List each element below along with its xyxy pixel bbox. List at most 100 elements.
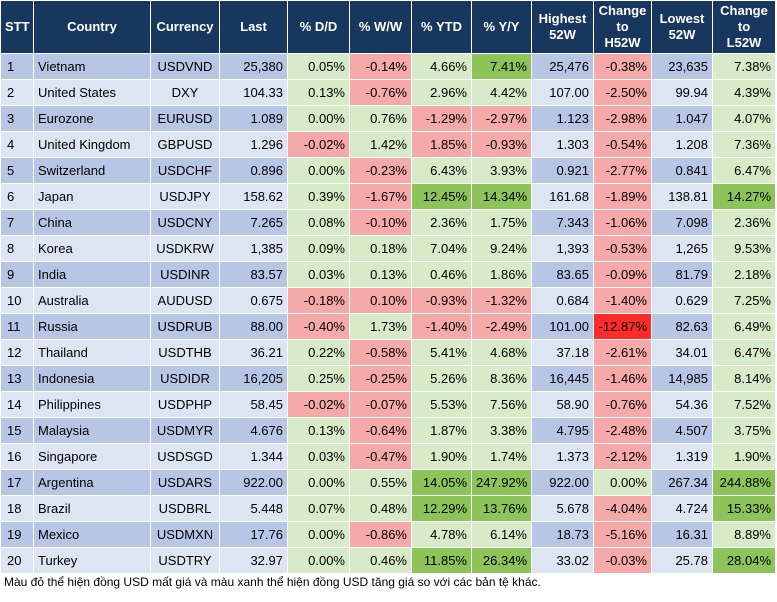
cell-stt: 1	[0, 53, 34, 80]
table-row: 15 Malaysia USDMYR 4.676 0.13% -0.64% 1.87% 3.3…	[0, 417, 776, 444]
cell-highest-52w: 37.18	[531, 339, 594, 366]
cell-stt: 15	[0, 417, 34, 444]
cell-pct-ytd: 12.29%	[411, 495, 472, 522]
cell-lowest-52w: 54.36	[651, 391, 713, 418]
cell-change-l52w: 4.39%	[712, 79, 776, 106]
cell-pct-dd: 0.00%	[287, 469, 350, 496]
cell-pct-yy: 4.42%	[471, 79, 532, 106]
cell-last: 0.896	[219, 157, 288, 184]
table-row: 9 India USDINR 83.57 0.03% 0.13% 0.46% 1.86% 83.…	[0, 261, 776, 288]
cell-pct-ytd: 5.53%	[411, 391, 472, 418]
cell-currency: DXY	[150, 79, 220, 106]
column-header-stt: STT	[0, 0, 34, 54]
cell-stt: 4	[0, 131, 34, 158]
table-row: 13 Indonesia USDIDR 16,205 0.25% -0.25% 5.26% 8…	[0, 365, 776, 392]
cell-change-l52w: 6.47%	[712, 157, 776, 184]
cell-change-h52w: -1.89%	[593, 183, 652, 210]
cell-highest-52w: 25,476	[531, 53, 594, 80]
cell-stt: 10	[0, 287, 34, 314]
cell-pct-ww: 0.76%	[349, 105, 412, 132]
cell-change-h52w: -0.38%	[593, 53, 652, 80]
cell-change-h52w: -1.46%	[593, 365, 652, 392]
currency-table: STT Country Currency Last% D/D% W/W% YTD% Y…	[0, 0, 776, 574]
cell-pct-dd: -0.18%	[287, 287, 350, 314]
table-row: 16 Singapore USDSGD 1.344 0.03% -0.47% 1.90% 1.…	[0, 443, 776, 470]
cell-highest-52w: 58.90	[531, 391, 594, 418]
table-row: 19 Mexico USDMXN 17.76 0.00% -0.86% 4.78% 6.14%…	[0, 521, 776, 548]
cell-last: 36.21	[219, 339, 288, 366]
cell-lowest-52w: 4.724	[651, 495, 713, 522]
cell-pct-ww: -0.86%	[349, 521, 412, 548]
cell-last: 0.675	[219, 287, 288, 314]
cell-currency: USDINR	[150, 261, 220, 288]
cell-highest-52w: 5.678	[531, 495, 594, 522]
cell-lowest-52w: 138.81	[651, 183, 713, 210]
cell-last: 17.76	[219, 521, 288, 548]
cell-country: Malaysia	[33, 417, 151, 444]
column-header-pct-ytd: % YTD	[411, 0, 472, 54]
cell-pct-yy: 14.34%	[471, 183, 532, 210]
cell-highest-52w: 18.73	[531, 521, 594, 548]
column-header-change-h52w: Change to H52W	[593, 0, 652, 54]
cell-highest-52w: 1.123	[531, 105, 594, 132]
cell-stt: 5	[0, 157, 34, 184]
cell-country: Singapore	[33, 443, 151, 470]
cell-change-h52w: -1.06%	[593, 209, 652, 236]
cell-pct-ww: 0.18%	[349, 235, 412, 262]
cell-pct-ytd: 1.87%	[411, 417, 472, 444]
cell-country: Argentina	[33, 469, 151, 496]
cell-pct-yy: 13.76%	[471, 495, 532, 522]
cell-country: Philippines	[33, 391, 151, 418]
cell-highest-52w: 922.00	[531, 469, 594, 496]
cell-pct-ww: 0.55%	[349, 469, 412, 496]
cell-last: 1.296	[219, 131, 288, 158]
cell-change-h52w: -0.03%	[593, 547, 652, 574]
cell-lowest-52w: 1.208	[651, 131, 713, 158]
cell-highest-52w: 7.343	[531, 209, 594, 236]
cell-last: 25,380	[219, 53, 288, 80]
cell-stt: 19	[0, 521, 34, 548]
cell-last: 922.00	[219, 469, 288, 496]
cell-change-h52w: -1.40%	[593, 287, 652, 314]
cell-pct-dd: 0.25%	[287, 365, 350, 392]
cell-pct-dd: 0.08%	[287, 209, 350, 236]
cell-change-l52w: 8.89%	[712, 521, 776, 548]
table-row: 7 China USDCNY 7.265 0.08% -0.10% 2.36% 1.75% 7.…	[0, 209, 776, 236]
cell-stt: 17	[0, 469, 34, 496]
table-row: 10 Australia AUDUSD 0.675 -0.18% 0.10% -0.93% -…	[0, 287, 776, 314]
cell-currency: AUDUSD	[150, 287, 220, 314]
cell-currency: USDCHF	[150, 157, 220, 184]
cell-change-h52w: -0.76%	[593, 391, 652, 418]
cell-stt: 7	[0, 209, 34, 236]
cell-country: Australia	[33, 287, 151, 314]
cell-pct-ytd: 5.41%	[411, 339, 472, 366]
cell-lowest-52w: 82.63	[651, 313, 713, 340]
table-row: 12 Thailand USDTHB 36.21 0.22% -0.58% 5.41% 4.6…	[0, 339, 776, 366]
cell-pct-ytd: 2.36%	[411, 209, 472, 236]
cell-last: 1,385	[219, 235, 288, 262]
cell-currency: USDARS	[150, 469, 220, 496]
table-row: 1 Vietnam USDVND 25,380 0.05% -0.14% 4.66% 7.41…	[0, 53, 776, 80]
cell-pct-ytd: -0.93%	[411, 287, 472, 314]
cell-country: Eurozone	[33, 105, 151, 132]
cell-highest-52w: 1,393	[531, 235, 594, 262]
cell-change-l52w: 7.36%	[712, 131, 776, 158]
cell-stt: 2	[0, 79, 34, 106]
cell-pct-ytd: 0.46%	[411, 261, 472, 288]
cell-country: Mexico	[33, 521, 151, 548]
cell-pct-yy: -2.97%	[471, 105, 532, 132]
cell-change-h52w: -2.12%	[593, 443, 652, 470]
cell-pct-dd: 0.13%	[287, 79, 350, 106]
cell-highest-52w: 161.68	[531, 183, 594, 210]
cell-change-l52w: 9.53%	[712, 235, 776, 262]
cell-pct-yy: 3.38%	[471, 417, 532, 444]
cell-country: United Kingdom	[33, 131, 151, 158]
cell-country: Japan	[33, 183, 151, 210]
cell-highest-52w: 83.65	[531, 261, 594, 288]
cell-pct-ytd: 14.05%	[411, 469, 472, 496]
cell-lowest-52w: 81.79	[651, 261, 713, 288]
cell-pct-ytd: 2.96%	[411, 79, 472, 106]
cell-last: 5.448	[219, 495, 288, 522]
cell-change-l52w: 4.07%	[712, 105, 776, 132]
cell-change-l52w: 8.14%	[712, 365, 776, 392]
